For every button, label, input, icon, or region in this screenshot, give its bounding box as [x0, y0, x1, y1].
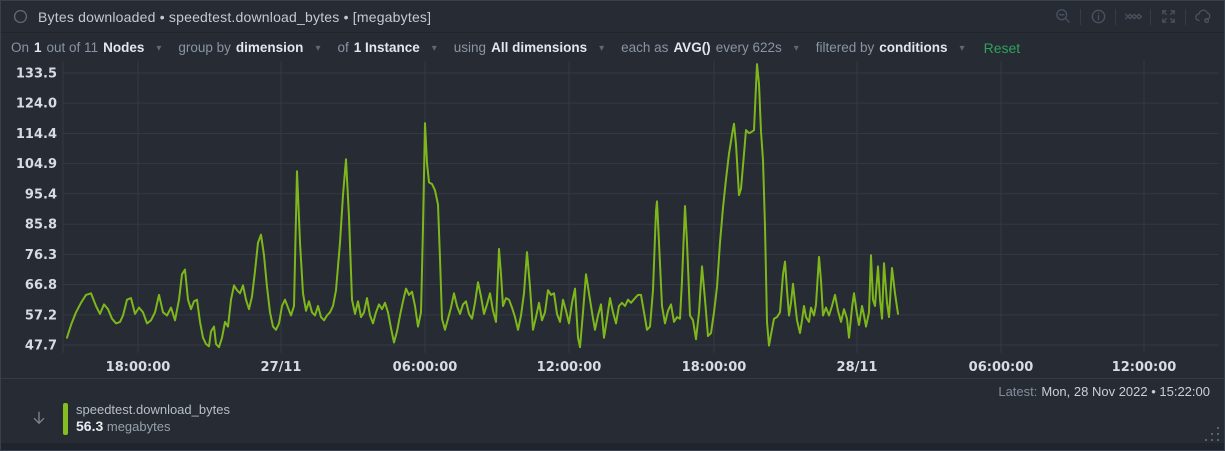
filter-value: Nodes: [103, 40, 145, 55]
filter-label: every 622s: [715, 40, 782, 55]
chevron-down-icon[interactable]: ▾: [599, 43, 605, 54]
legend-text: speedtest.download_bytes 56.3 megabytes: [76, 402, 230, 435]
y-axis-tick-label: 66.8: [25, 278, 57, 293]
header-toolbar: [1050, 5, 1216, 29]
x-axis-tick-label: 28/11: [837, 360, 878, 375]
series-line: [66, 63, 899, 349]
filter-toolbar: On 1 out of 11 Nodes ▾ group by dimension ▾ of 1 …: [1, 34, 1224, 61]
x-axis-tick-label: 06:00:00: [393, 360, 458, 375]
x-axis-tick-label: 06:00:00: [969, 360, 1034, 375]
filter-label: out of 11: [46, 40, 99, 55]
arrow-down-icon: [29, 409, 49, 429]
dimension-value: 56.3 megabytes: [76, 418, 230, 435]
chart-title: Bytes downloaded • speedtest.download_by…: [38, 8, 432, 25]
x-axis-tick-label: 18:00:00: [106, 360, 171, 375]
x-axis-tick-label: 27/11: [261, 360, 302, 375]
filter-label: group by: [178, 40, 231, 55]
divider: [1080, 8, 1081, 25]
zoom-out-icon[interactable]: [1050, 5, 1076, 29]
y-axis-tick-label: 95.4: [25, 187, 57, 202]
y-axis-tick-label: 133.5: [16, 67, 57, 82]
y-axis-tick-label: 57.2: [25, 308, 57, 323]
x-axis-tick-label: 12:00:00: [1112, 360, 1177, 375]
dimensions-filter-dropdown[interactable]: using All dimensions ▾: [454, 40, 604, 55]
chevron-down-icon[interactable]: ▾: [315, 43, 321, 54]
dimension-unit: megabytes: [106, 419, 171, 434]
dimension-value-number: 56.3: [76, 418, 104, 434]
x-axis-tick-label: 12:00:00: [537, 360, 602, 375]
filter-value: 1 Instance: [353, 40, 420, 55]
instances-filter-dropdown[interactable]: of 1 Instance ▾: [337, 40, 436, 55]
filter-label: each as: [621, 40, 669, 55]
y-axis-tick-label: 114.4: [16, 127, 57, 142]
y-axis-tick-label: 76.3: [25, 248, 57, 263]
info-icon[interactable]: [1085, 5, 1111, 29]
filter-label: using: [453, 40, 487, 55]
legend-row: speedtest.download_bytes 56.3 megabytes: [29, 402, 230, 435]
filter-label: On: [11, 40, 30, 55]
divider: [1115, 8, 1116, 25]
latest-value: Mon, 28 Nov 2022 • 15:22:00: [1041, 384, 1210, 399]
filter-value: dimension: [235, 40, 304, 55]
filter-label: filtered by: [815, 40, 875, 55]
chevron-down-icon[interactable]: ▾: [156, 43, 162, 54]
filter-label: of: [337, 40, 349, 55]
reset-button[interactable]: Reset: [983, 39, 1021, 56]
filter-value: 1: [34, 40, 42, 55]
dimension-color-bar: [63, 402, 68, 435]
chevron-down-icon[interactable]: ▾: [793, 43, 799, 54]
resize-handle[interactable]: [1203, 427, 1219, 441]
chart-footer: Latest: Mon, 28 Nov 2022 • 15:22:00 speed…: [1, 378, 1224, 450]
chart-header: Bytes downloaded • speedtest.download_by…: [1, 1, 1224, 33]
y-axis-tick-label: 124.0: [16, 97, 57, 112]
y-axis-tick-label: 47.7: [25, 339, 57, 354]
filter-value: All dimensions: [491, 40, 588, 55]
y-axis-tick-label: 104.9: [16, 157, 57, 172]
time-series-chart[interactable]: 18:00:00 27/11 06:00:00 12:00:00 18:00:00 28/…: [1, 61, 1225, 376]
context-tag-icon: [11, 7, 30, 26]
chevron-down-icon[interactable]: ▾: [959, 43, 965, 54]
divider: [1150, 8, 1151, 25]
latest-timestamp: Latest: Mon, 28 Nov 2022 • 15:22:00: [998, 384, 1210, 399]
fullscreen-icon[interactable]: [1155, 5, 1181, 29]
filter-value: conditions: [879, 40, 948, 55]
group-by-filter-dropdown[interactable]: group by dimension ▾: [178, 40, 320, 55]
nodes-filter-dropdown[interactable]: On 1 out of 11 Nodes ▾: [11, 40, 161, 55]
bottom-strip: [1, 443, 1224, 450]
y-axis-tick-label: 85.8: [25, 218, 57, 233]
latest-label: Latest:: [998, 384, 1038, 399]
chevron-down-icon[interactable]: ▾: [431, 43, 437, 54]
cloud-sync-icon[interactable]: [1190, 5, 1216, 29]
divider: [1185, 8, 1186, 25]
compare-lines-icon[interactable]: [1120, 5, 1146, 29]
dimension-name[interactable]: speedtest.download_bytes: [76, 402, 230, 417]
aggregation-filter-dropdown[interactable]: each as AVG() every 622s ▾: [621, 40, 799, 55]
conditions-filter-dropdown[interactable]: filtered by conditions ▾: [816, 40, 965, 55]
x-axis-tick-label: 18:00:00: [682, 360, 747, 375]
filter-value: AVG(): [673, 40, 711, 55]
